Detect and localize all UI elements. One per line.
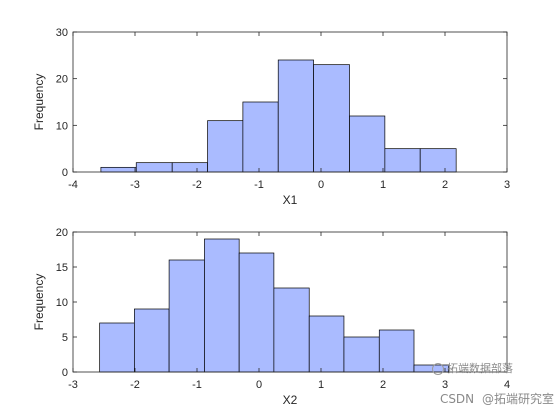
x-tick-label: 3 xyxy=(442,379,448,391)
x-tick-label: 1 xyxy=(318,379,324,391)
y-tick-label: 10 xyxy=(56,297,68,309)
x-tick-label: 0 xyxy=(318,179,324,191)
histogram-bar xyxy=(134,308,170,373)
x-tick-label: 2 xyxy=(380,379,386,391)
histogram-bar xyxy=(135,162,173,173)
histogram-bar xyxy=(100,166,137,173)
watermark-site: CSDN xyxy=(439,392,475,406)
histogram-bar xyxy=(171,162,208,173)
x-tick-label: 4 xyxy=(504,379,510,391)
x-tick-label: -1 xyxy=(254,179,264,191)
histogram-bar xyxy=(378,329,415,373)
histogram-bar xyxy=(273,287,310,373)
y-tick-label: 5 xyxy=(62,332,68,344)
histogram-x2-panel: -3 -2 -1 0 1 2 3 4 0 5 10 15 20 X2 Frequency xyxy=(32,227,510,407)
x-tick-label: 2 xyxy=(442,179,448,191)
y-axis-label: Frequency xyxy=(32,74,46,131)
histogram-bar xyxy=(308,315,345,373)
histogram-bar xyxy=(419,148,457,173)
histogram-bar xyxy=(384,148,421,173)
x-tick-label: -1 xyxy=(192,379,202,391)
y-tick-label: 15 xyxy=(56,262,68,274)
axes-frame xyxy=(72,31,508,173)
wechat-icon xyxy=(432,363,444,375)
histogram-bar xyxy=(204,238,240,373)
histogram-bar xyxy=(99,322,135,373)
histogram-bar xyxy=(168,259,205,373)
y-tick-label: 20 xyxy=(56,74,68,86)
y-tick-label: 10 xyxy=(56,120,68,132)
watermark-brand-text: 拓端数据部落 xyxy=(447,362,513,375)
y-tick-label: 0 xyxy=(62,367,68,379)
x-tick-label: 1 xyxy=(380,179,386,191)
y-tick-label: 30 xyxy=(56,27,68,39)
y-tick-label: 0 xyxy=(62,167,68,179)
histogram-bar xyxy=(207,120,244,173)
watermark: CSDN @拓端研究室 xyxy=(440,390,554,407)
x-tick-label: 3 xyxy=(504,179,510,191)
x-axis-label: X2 xyxy=(283,393,298,407)
histogram-bar xyxy=(313,64,350,173)
x-axis-label: X1 xyxy=(283,193,298,207)
histogram-bar xyxy=(238,252,275,373)
x-tick-label: -4 xyxy=(68,179,78,191)
y-axis-label: Frequency xyxy=(32,274,46,331)
x-tick-label: 0 xyxy=(256,379,262,391)
x-tick-label: -2 xyxy=(192,179,202,191)
x-tick-label: -2 xyxy=(130,379,140,391)
x-tick-label: -3 xyxy=(68,379,78,391)
watermark-brand: 拓端数据部落 xyxy=(432,360,513,376)
x-tick-label: -3 xyxy=(130,179,140,191)
histogram-bar xyxy=(277,59,314,173)
y-tick-label: 20 xyxy=(56,227,68,239)
watermark-account: @拓端研究室 xyxy=(481,392,554,406)
histogram-bar xyxy=(343,336,380,373)
histogram-bar xyxy=(242,101,279,173)
histogram-bar xyxy=(349,115,386,173)
